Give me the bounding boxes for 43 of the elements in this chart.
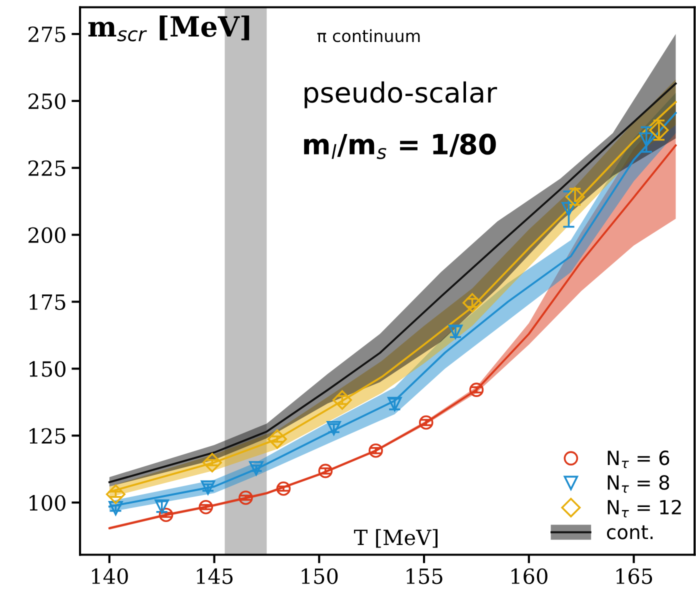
x-tick-label: 140	[92, 568, 128, 584]
x-tick-label: 160	[512, 568, 548, 584]
x-axis-title: T [MeV]	[354, 529, 438, 548]
point	[267, 429, 287, 449]
point	[276, 481, 291, 496]
y-tick-label: 125	[30, 428, 66, 444]
point	[332, 390, 352, 410]
point	[649, 120, 669, 140]
y-tick-label: 100	[30, 495, 66, 511]
point	[200, 480, 216, 495]
point	[198, 500, 214, 514]
point	[202, 452, 222, 472]
point	[562, 202, 576, 216]
point	[318, 464, 333, 478]
y-tick-label: 175	[30, 294, 66, 310]
legend-label: cont.	[607, 525, 653, 540]
x-tick-label: 150	[302, 568, 338, 584]
point	[565, 187, 585, 207]
point	[418, 415, 434, 430]
y-axis-title: m$_{scr}$ [MeV]	[88, 15, 250, 42]
legend-label: N$_{τ}$ = 12	[608, 500, 681, 518]
point	[249, 461, 264, 476]
legend-label: N$_{τ}$ = 8	[608, 475, 670, 493]
annotation: π continuum	[317, 29, 420, 42]
x-tick-label: 145	[196, 568, 233, 584]
point	[368, 443, 383, 458]
legend-label: N$_{τ}$ = 6	[608, 450, 670, 468]
x-tick-label: 165	[616, 568, 652, 584]
y-tick-label: 225	[28, 160, 66, 176]
point	[158, 508, 174, 522]
point	[326, 420, 341, 436]
point	[238, 490, 253, 505]
y-tick-label: 150	[30, 361, 66, 377]
y-tick-label: 250	[28, 93, 66, 110]
point	[639, 132, 654, 147]
y-tick-label: 200	[28, 227, 66, 244]
point	[106, 484, 126, 504]
annotation: pseudo-scalar	[304, 81, 498, 108]
point	[469, 382, 484, 397]
x-tick-label: 155	[406, 568, 442, 584]
point	[462, 293, 482, 313]
y-tick-label: 275	[28, 26, 66, 42]
annotation: m$_{l}$/m$_{s}$ = 1/80	[304, 134, 496, 160]
